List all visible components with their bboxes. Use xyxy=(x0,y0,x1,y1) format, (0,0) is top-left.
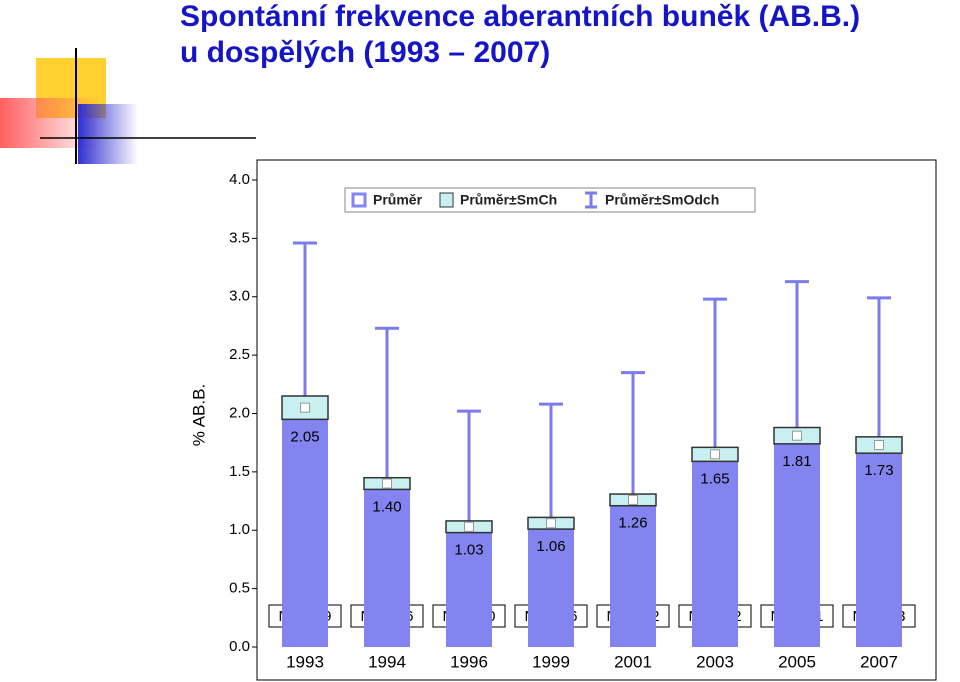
title-line: u dospělých (1993 – 2007) xyxy=(180,36,550,69)
title-line: Spontánní frekvence aberantních buněk (A… xyxy=(180,0,860,33)
value-label: 1.65 xyxy=(700,470,729,487)
y-tick-label: 0.5 xyxy=(229,580,250,597)
x-tick-label: 2001 xyxy=(614,652,652,671)
y-tick-label: 3.0 xyxy=(229,288,250,305)
bar xyxy=(610,499,656,647)
y-tick-label: 2.0 xyxy=(229,404,250,421)
y-tick-label: 0.0 xyxy=(229,638,250,655)
mean-marker xyxy=(464,521,474,532)
y-tick-label: 3.5 xyxy=(229,229,250,246)
legend-swatch xyxy=(351,192,367,208)
value-label: 1.40 xyxy=(372,498,401,515)
legend-swatch xyxy=(585,191,597,209)
mean-marker xyxy=(628,494,638,505)
legend xyxy=(344,187,756,213)
legend-label: Průměr±SmCh xyxy=(460,192,557,208)
bar xyxy=(364,483,410,647)
legend-swatch xyxy=(439,192,454,208)
x-tick-label: 1993 xyxy=(286,652,324,671)
value-label: 1.73 xyxy=(864,462,893,479)
x-tick-label: 2005 xyxy=(778,652,816,671)
bar xyxy=(856,445,902,647)
legend-label: Průměr±SmOdch xyxy=(605,192,719,208)
mean-marker xyxy=(874,440,884,451)
y-tick-label: 1.5 xyxy=(229,463,250,480)
y-tick-label: 4.0 xyxy=(229,171,250,188)
bar xyxy=(282,407,328,647)
logo xyxy=(0,48,256,164)
bar xyxy=(528,523,574,647)
mean-marker xyxy=(792,430,802,441)
legend-items: Průměr Průměr±SmCh Průměr±SmOdch xyxy=(351,191,719,209)
bar xyxy=(774,435,820,647)
x-tick-label: 1999 xyxy=(532,652,570,671)
x-tick-label: 1994 xyxy=(368,652,406,671)
value-label: 1.81 xyxy=(782,453,811,470)
mean-marker xyxy=(300,402,310,413)
bar xyxy=(692,454,738,647)
value-label: 1.26 xyxy=(618,515,647,532)
x-tick-label: 1996 xyxy=(450,652,488,671)
y-axis-label: % AB.B. xyxy=(189,384,208,446)
value-label: 1.06 xyxy=(536,538,565,555)
mean-marker xyxy=(382,478,392,489)
y-tick-label: 1.0 xyxy=(229,521,250,538)
value-label: 2.05 xyxy=(290,428,319,445)
mean-marker xyxy=(710,449,720,460)
x-tick-label: 2003 xyxy=(696,652,734,671)
bar xyxy=(446,526,492,647)
legend-label: Průměr xyxy=(373,192,423,208)
plot-frame xyxy=(256,159,937,681)
value-label: 1.03 xyxy=(454,542,483,559)
mean-marker xyxy=(546,518,556,529)
x-tick-label: 2007 xyxy=(860,652,898,671)
y-tick-label: 2.5 xyxy=(229,346,250,363)
